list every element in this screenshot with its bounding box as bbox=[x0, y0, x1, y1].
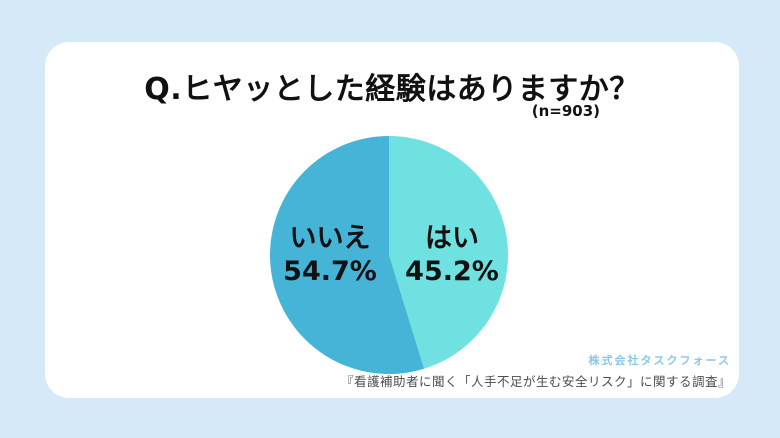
infographic-card: Q.ヒヤッとした経験はありますか？ (n=903) いいえ 54.7% はい 4… bbox=[45, 42, 739, 398]
footer-company-credit: 株式会社タスクフォース bbox=[588, 354, 731, 367]
pie-label-yes-value: 45.2% bbox=[405, 256, 499, 287]
pie-label-no-value: 54.7% bbox=[283, 256, 377, 287]
pie-chart bbox=[270, 136, 508, 374]
footer: 株式会社タスクフォース 『看護補助者に聞く「人手不足が生む安全リスク」に関する調… bbox=[341, 352, 731, 390]
pie-label-no-text: いいえ bbox=[289, 223, 371, 254]
pie-slice-no bbox=[270, 136, 425, 374]
pie-label-yes: はい 45.2% bbox=[377, 222, 527, 288]
chart-title: Q.ヒヤッとした経験はありますか？ bbox=[144, 72, 640, 107]
pie-slice-yes bbox=[389, 136, 508, 369]
footer-survey-title: 『看護補助者に聞く「人手不足が生む安全リスク」に関する調査』 bbox=[340, 374, 731, 389]
pie-label-no: いいえ 54.7% bbox=[255, 222, 405, 288]
pie-label-yes-text: はい bbox=[425, 223, 479, 254]
sample-size-label: (n=903) bbox=[531, 102, 600, 120]
